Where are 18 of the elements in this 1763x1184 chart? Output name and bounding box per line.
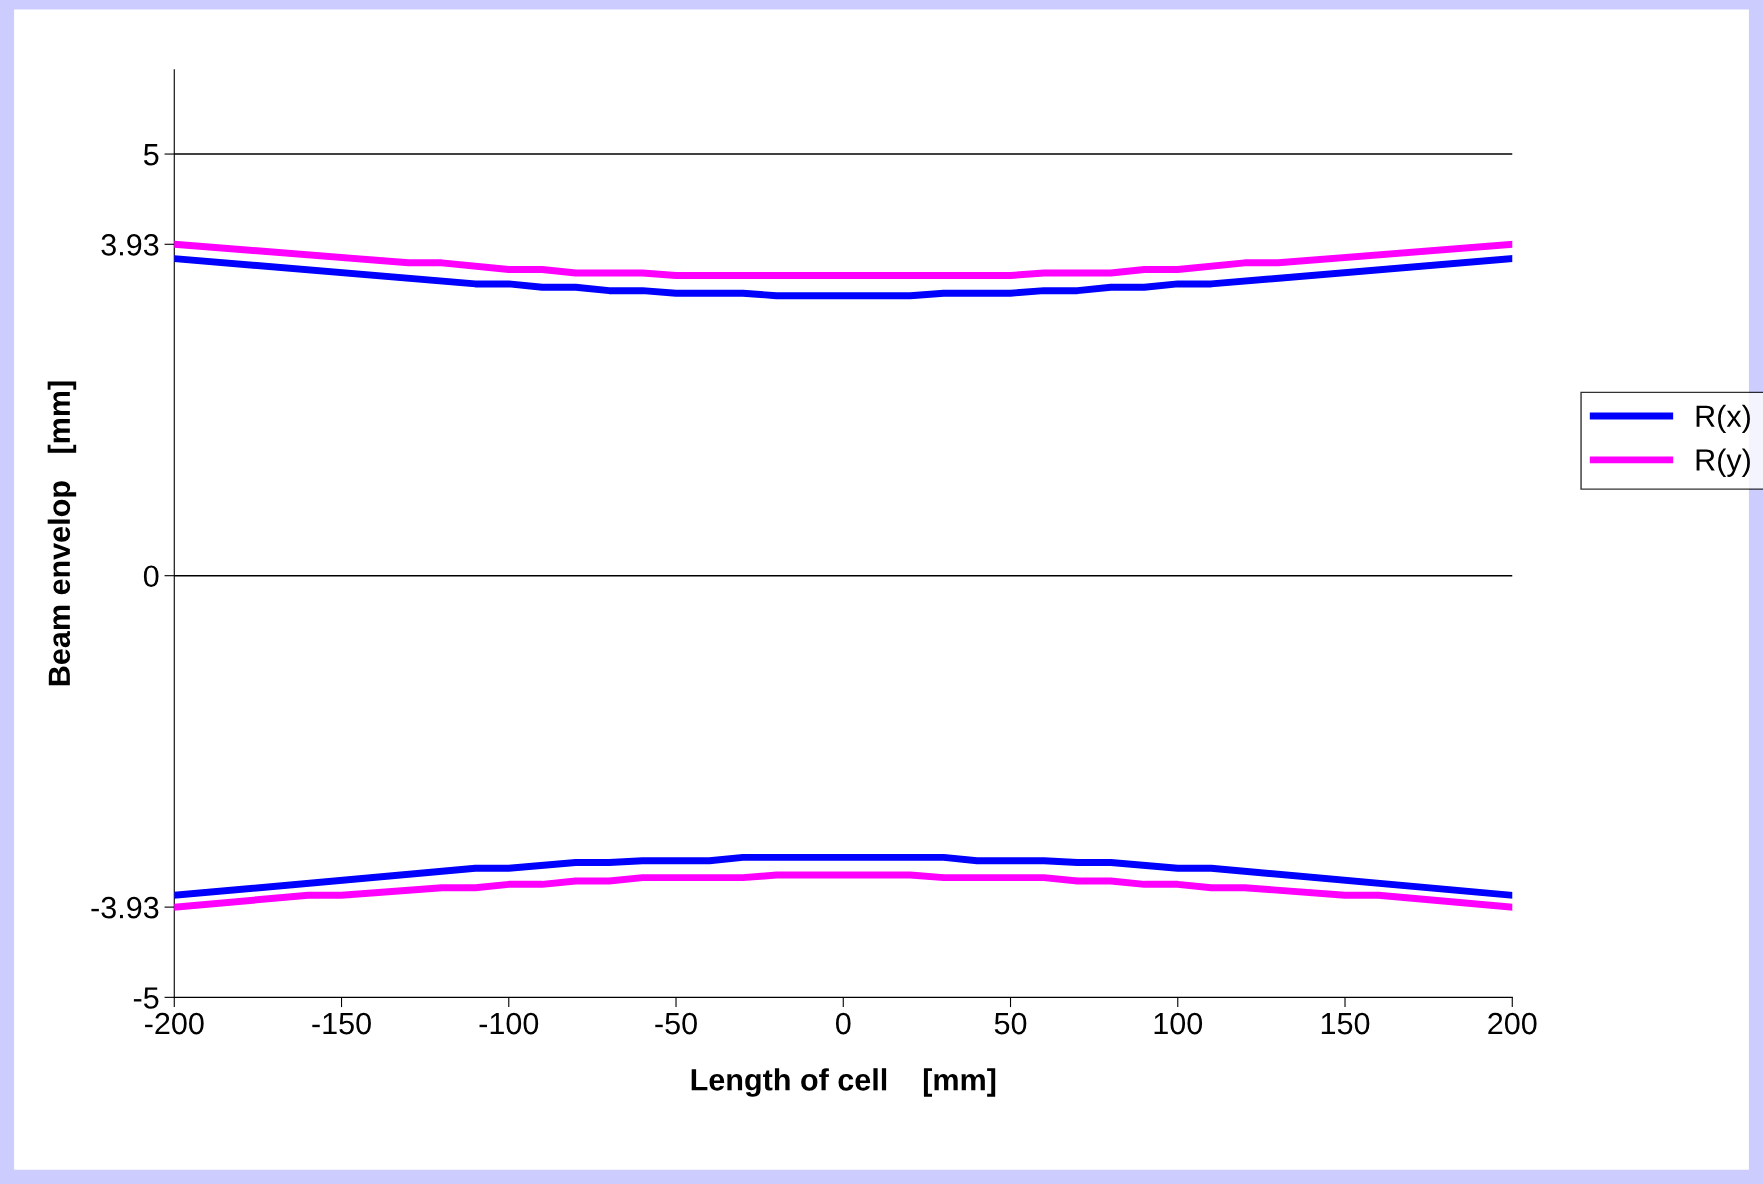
y-tick-label: -3.93	[91, 896, 159, 919]
x-tick-label: -50	[655, 1012, 697, 1035]
x-tick-label: 0	[835, 1012, 851, 1035]
legend-label: R(x)	[1696, 404, 1750, 434]
y-axis-title: Beam envelop [mm]	[47, 381, 77, 686]
x-axis-title: Length of cell [mm]	[691, 1068, 996, 1097]
x-tick-label: 200	[1488, 1012, 1537, 1035]
x-tick-label: 50	[994, 1012, 1027, 1035]
y-tick-label: 0	[143, 565, 159, 588]
x-tick-label: 100	[1154, 1012, 1203, 1035]
x-tick-label: 150	[1321, 1012, 1370, 1035]
y-tick-label: -5	[133, 987, 159, 1009]
y-tick-label: 3.93	[101, 234, 159, 256]
x-tick-label: -150	[312, 1012, 371, 1035]
legend-label: R(y)	[1696, 448, 1750, 477]
x-tick-label: -200	[145, 1012, 204, 1035]
x-tick-label: -100	[479, 1012, 539, 1035]
y-tick-label: 5	[143, 144, 159, 166]
